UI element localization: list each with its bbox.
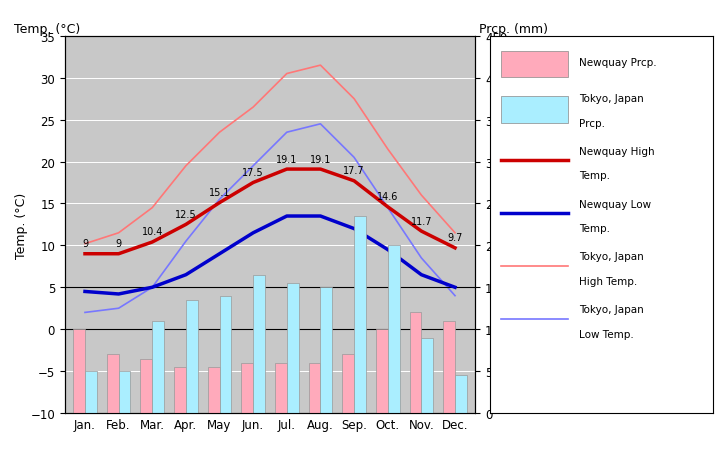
Bar bbox=[376, 330, 388, 413]
Bar bbox=[85, 371, 96, 413]
Bar bbox=[253, 275, 265, 413]
Text: Prcp. (mm): Prcp. (mm) bbox=[479, 23, 548, 36]
Text: Temp.: Temp. bbox=[579, 224, 610, 234]
Text: Newquay High: Newquay High bbox=[579, 146, 654, 157]
Bar bbox=[119, 371, 130, 413]
Text: Newquay Prcp.: Newquay Prcp. bbox=[579, 58, 657, 68]
Text: Prcp.: Prcp. bbox=[579, 118, 605, 128]
Bar bbox=[320, 288, 332, 413]
Bar bbox=[275, 363, 287, 413]
Bar bbox=[455, 375, 467, 413]
Y-axis label: Temp. (°C): Temp. (°C) bbox=[14, 192, 27, 258]
Bar bbox=[388, 246, 400, 413]
Text: 9.7: 9.7 bbox=[447, 233, 463, 243]
Bar bbox=[186, 300, 198, 413]
Bar bbox=[152, 321, 164, 413]
Y-axis label: Prcp. (mm): Prcp. (mm) bbox=[510, 190, 523, 259]
Bar bbox=[287, 284, 299, 413]
Text: 19.1: 19.1 bbox=[310, 154, 331, 164]
Text: 9: 9 bbox=[82, 239, 88, 249]
Bar bbox=[220, 296, 231, 413]
Text: 9: 9 bbox=[116, 239, 122, 249]
Text: Tokyo, Japan: Tokyo, Japan bbox=[579, 94, 644, 104]
Text: Newquay Low: Newquay Low bbox=[579, 199, 651, 209]
Text: Temp.: Temp. bbox=[579, 171, 610, 181]
Text: 17.5: 17.5 bbox=[243, 168, 264, 178]
Bar bbox=[107, 354, 119, 413]
Text: 10.4: 10.4 bbox=[142, 227, 163, 237]
Bar bbox=[410, 313, 421, 413]
FancyBboxPatch shape bbox=[501, 52, 568, 78]
Text: 11.7: 11.7 bbox=[410, 216, 432, 226]
Text: 12.5: 12.5 bbox=[175, 209, 197, 219]
Bar bbox=[208, 367, 220, 413]
Text: 15.1: 15.1 bbox=[209, 188, 230, 198]
Text: 17.7: 17.7 bbox=[343, 166, 365, 176]
Bar bbox=[421, 338, 433, 413]
Bar bbox=[73, 330, 85, 413]
Text: Tokyo, Japan: Tokyo, Japan bbox=[579, 252, 644, 262]
Bar bbox=[342, 354, 354, 413]
Bar bbox=[140, 359, 152, 413]
Text: Temp. (°C): Temp. (°C) bbox=[14, 23, 81, 36]
Bar bbox=[174, 367, 186, 413]
Bar bbox=[354, 217, 366, 413]
Bar bbox=[309, 363, 320, 413]
Bar bbox=[444, 321, 455, 413]
Text: 14.6: 14.6 bbox=[377, 192, 398, 202]
FancyBboxPatch shape bbox=[501, 97, 568, 123]
Text: High Temp.: High Temp. bbox=[579, 276, 637, 286]
Text: Low Temp.: Low Temp. bbox=[579, 329, 634, 339]
Text: 19.1: 19.1 bbox=[276, 154, 297, 164]
Text: Tokyo, Japan: Tokyo, Japan bbox=[579, 305, 644, 314]
Bar bbox=[241, 363, 253, 413]
